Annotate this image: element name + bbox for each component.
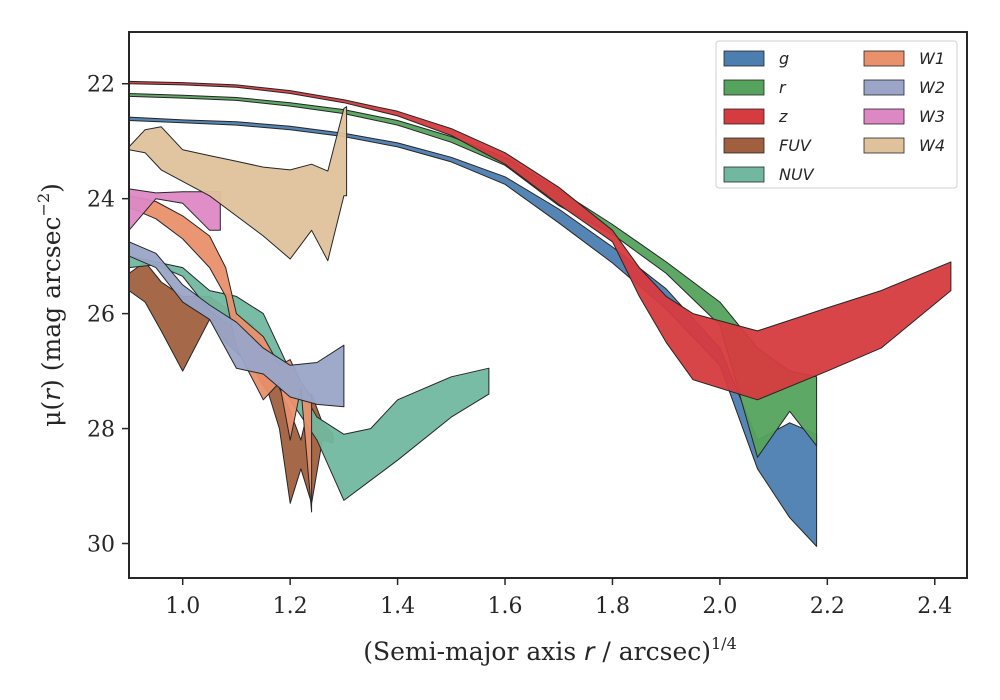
legend-label-fuv: FUV <box>779 136 812 155</box>
x-tick-label: 1.6 <box>488 594 523 619</box>
legend-swatch-nuv <box>723 166 765 183</box>
y-axis-title: μ(r) (mag arcsec−2) <box>34 183 66 427</box>
series-z-band <box>128 80 952 401</box>
y-axis-title-pre: μ( <box>37 401 66 427</box>
legend-label-w1: W1 <box>919 49 945 68</box>
x-axis-title-post: / arcsec) <box>594 637 711 666</box>
legend-swatch-w3 <box>863 108 905 125</box>
y-tick-label: 30 <box>87 533 115 558</box>
legend-swatch-fuv <box>723 137 765 154</box>
x-tick-label: 1.2 <box>273 594 308 619</box>
y-tick-label: 26 <box>87 303 115 328</box>
legend-label-w3: W3 <box>919 107 945 126</box>
series-w2-band <box>128 241 345 408</box>
x-axis: 1.0 1.2 1.4 1.6 1.8 2.0 2.2 2.4 <box>165 578 952 619</box>
legend-swatch-w2 <box>863 79 905 96</box>
legend-swatch-r <box>723 79 765 96</box>
y-axis-title-end: ) <box>37 183 66 193</box>
legend-label-nuv: NUV <box>779 165 815 184</box>
y-axis-title-var: r <box>37 387 66 401</box>
x-axis-title: (Semi-major axis r / arcsec)1/4 <box>363 634 737 666</box>
legend-label-g: g <box>779 49 789 68</box>
y-axis-title-exponent: −2 <box>34 193 53 217</box>
plot-frame <box>128 31 968 579</box>
legend-label-w2: W2 <box>919 78 945 97</box>
x-tick-label: 2.0 <box>702 594 737 619</box>
legend-swatch-w4 <box>863 137 905 154</box>
legend-label-w4: W4 <box>919 136 945 155</box>
x-tick-label: 2.4 <box>917 594 952 619</box>
x-axis-title-exponent: 1/4 <box>711 634 737 653</box>
series-areas <box>128 80 952 547</box>
legend-swatch-z <box>723 108 765 125</box>
legend-swatch-g <box>723 50 765 67</box>
legend: grz FUV NUV W1 W2 W3 W4 <box>715 40 958 189</box>
y-tick-label: 28 <box>87 418 115 443</box>
series-w3-band <box>128 188 221 231</box>
y-tick-label: 24 <box>87 188 115 213</box>
y-axis: 22 24 26 28 30 <box>87 73 129 558</box>
x-tick-label: 2.2 <box>810 594 845 619</box>
x-tick-label: 1.4 <box>380 594 415 619</box>
y-tick-label: 22 <box>87 73 115 98</box>
series-w1-band <box>128 195 313 513</box>
x-tick-label: 1.0 <box>165 594 200 619</box>
y-axis-title-post: ) (mag arcsec <box>37 216 66 389</box>
x-axis-title-pre: (Semi-major axis <box>363 637 584 666</box>
x-axis-title-var: r <box>584 637 596 666</box>
x-tick-label: 1.8 <box>595 594 630 619</box>
legend-label-z: z <box>778 107 788 126</box>
series-w4-band <box>128 106 348 262</box>
legend-label-r: r <box>779 78 787 97</box>
legend-swatch-w1 <box>863 50 905 67</box>
